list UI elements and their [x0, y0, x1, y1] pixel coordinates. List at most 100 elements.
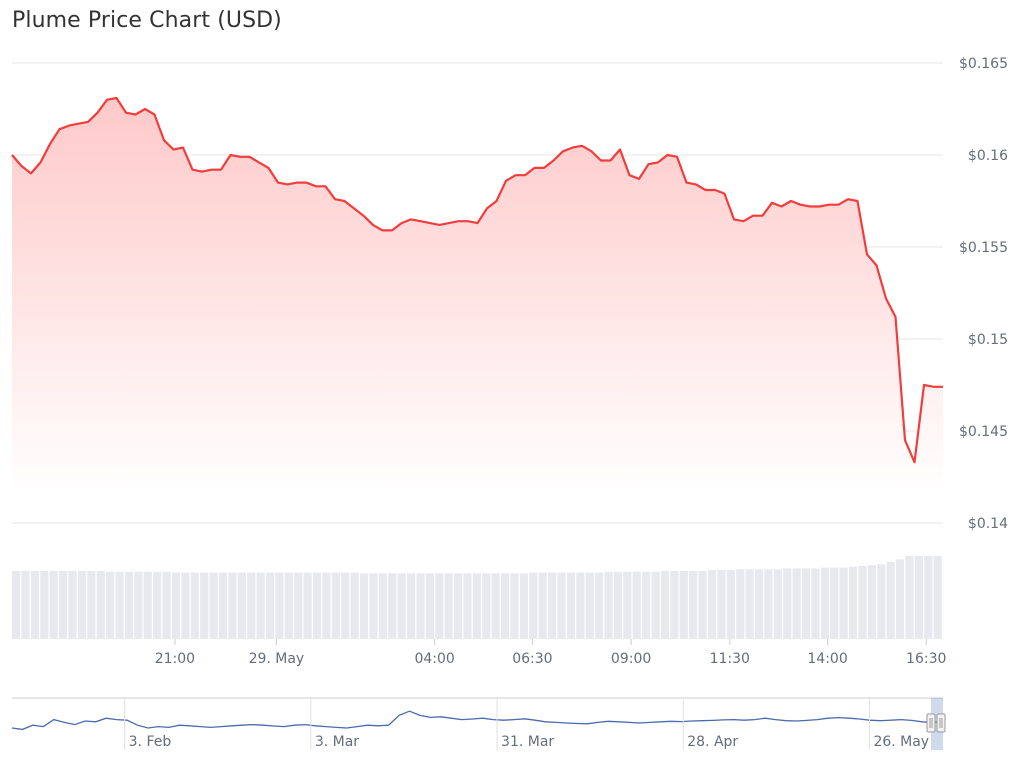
- volume-bar: [68, 570, 77, 639]
- navigator[interactable]: 3. Feb 3. Mar 31. Mar 28. Apr 26. May: [11, 697, 946, 750]
- volume-bar: [482, 573, 491, 639]
- navigator-handle[interactable]: [936, 713, 946, 733]
- y-tick-label: $0.145: [959, 424, 1008, 440]
- volume-bar: [642, 571, 651, 639]
- volume-bar: [848, 566, 858, 639]
- volume-bar: [867, 565, 876, 639]
- volume-bar: [106, 571, 115, 639]
- volume-bar: [914, 556, 923, 639]
- y-tick-label: $0.155: [959, 240, 1008, 256]
- volume-bar: [613, 571, 623, 639]
- x-tick-label: 06:30: [512, 651, 552, 667]
- price-series[interactable]: [11, 96, 943, 495]
- volume-bar: [209, 572, 218, 639]
- volume-bar: [811, 568, 820, 639]
- volume-bar: [717, 570, 726, 639]
- volume-bar: [501, 573, 510, 639]
- volume-bar: [359, 573, 369, 639]
- volume-bar: [190, 572, 199, 639]
- volume-bar: [557, 572, 566, 639]
- volume-bar: [153, 571, 162, 639]
- volume-bar: [331, 572, 340, 639]
- volume-bar: [877, 564, 886, 639]
- volume-bar: [566, 572, 576, 639]
- volume-bar: [623, 571, 632, 639]
- volume-bar: [124, 571, 134, 639]
- volume-bar: [77, 570, 87, 639]
- volume-bar: [736, 569, 745, 639]
- volume-bar: [59, 570, 68, 639]
- volume-bar: [200, 572, 209, 639]
- volume-bar: [538, 572, 547, 639]
- volume-bar: [839, 567, 848, 639]
- volume-bar: [237, 572, 246, 639]
- volume-bar: [548, 572, 557, 639]
- volume-bar: [96, 570, 105, 639]
- navigator-line: [11, 710, 944, 731]
- volume-bar: [783, 568, 792, 639]
- volume-bars: [12, 556, 942, 639]
- x-tick-label: 21:00: [155, 651, 195, 667]
- volume-bar: [425, 573, 434, 639]
- volume-bar: [416, 573, 425, 639]
- y-tick-label: $0.165: [959, 56, 1008, 72]
- volume-bar: [924, 556, 933, 639]
- volume-bar: [341, 572, 350, 639]
- volume-bar: [218, 572, 228, 639]
- volume-bar: [905, 556, 914, 639]
- volume-bar: [247, 572, 256, 639]
- volume-bar: [435, 573, 444, 639]
- volume-bar: [49, 570, 58, 639]
- volume-bar: [388, 573, 397, 639]
- volume-bar: [40, 570, 49, 639]
- x-tick-label: 11:30: [710, 651, 750, 667]
- y-tick-label: $0.15: [968, 332, 1008, 348]
- volume-bar: [115, 571, 124, 639]
- volume-bar: [830, 567, 839, 639]
- navigator-tick-label: 3. Mar: [315, 734, 359, 750]
- volume-bar: [745, 569, 754, 639]
- volume-bar: [632, 571, 641, 639]
- volume-bar: [87, 570, 96, 639]
- volume-bar: [491, 573, 500, 639]
- volume-bar: [453, 573, 463, 639]
- x-tick-label: 04:00: [414, 651, 454, 667]
- volume-bar: [670, 570, 679, 639]
- volume-bar: [576, 572, 585, 639]
- volume-bar: [444, 573, 453, 639]
- x-tick-label: 16:30: [906, 651, 946, 667]
- volume-bar: [472, 573, 482, 639]
- volume-bar: [312, 572, 322, 639]
- volume-bar: [143, 571, 152, 639]
- x-tick-label: 14:00: [807, 651, 847, 667]
- volume-bar: [369, 573, 378, 639]
- volume-bar: [698, 570, 707, 639]
- volume-bar: [397, 573, 406, 639]
- navigator-handle[interactable]: [926, 713, 936, 733]
- volume-bar: [256, 572, 265, 639]
- volume-bar: [171, 572, 181, 639]
- volume-bar: [651, 571, 660, 639]
- x-tick-label: 09:00: [611, 651, 651, 667]
- volume-bar: [303, 572, 312, 639]
- volume-bar: [820, 567, 829, 639]
- volume-bar: [801, 568, 811, 639]
- volume-bar: [773, 569, 782, 639]
- volume-bar: [604, 571, 613, 639]
- volume-bar: [294, 572, 303, 639]
- volume-bar: [265, 572, 275, 639]
- y-tick-label: $0.16: [968, 148, 1008, 164]
- volume-bar: [529, 572, 538, 639]
- navigator-tick-label: 3. Feb: [129, 734, 172, 750]
- volume-bar: [726, 570, 735, 639]
- volume-bar: [12, 570, 21, 639]
- volume-bar: [679, 570, 688, 639]
- volume-bar: [463, 573, 472, 639]
- price-line[interactable]: [11, 96, 943, 464]
- volume-bar: [707, 570, 717, 639]
- volume-bar: [689, 570, 698, 639]
- chart-title: Plume Price Chart (USD): [12, 8, 282, 33]
- volume-bar: [322, 572, 331, 639]
- volume-bar: [754, 569, 764, 639]
